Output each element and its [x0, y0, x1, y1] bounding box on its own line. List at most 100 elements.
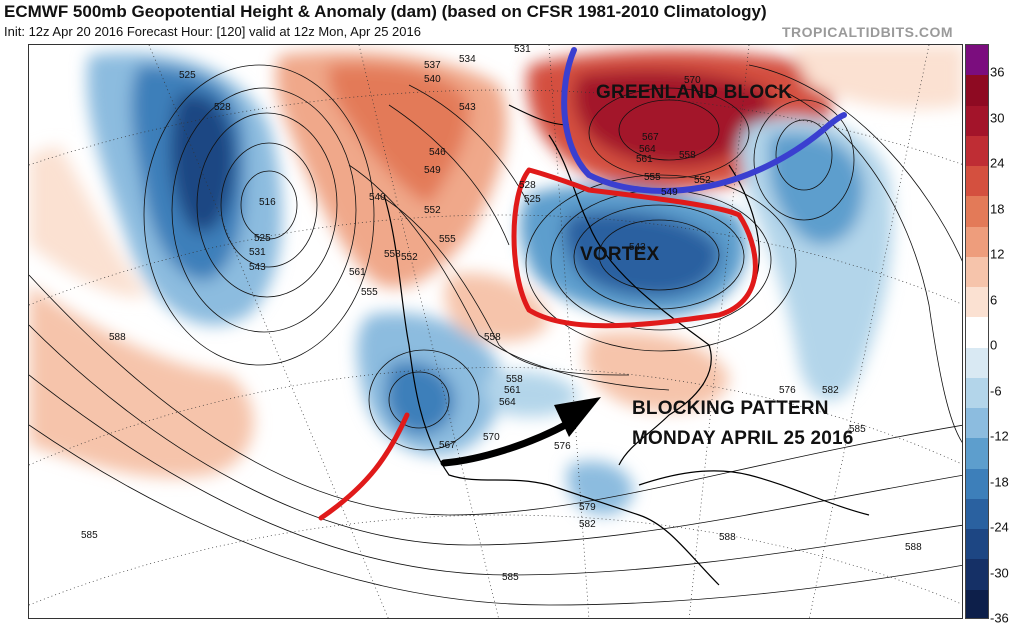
height-contour-label: 543 — [459, 102, 476, 113]
height-contour-label: 528 — [519, 180, 536, 191]
colorbar-segment — [966, 226, 988, 258]
height-contour-label: 546 — [429, 147, 446, 158]
colorbar-segment — [966, 196, 988, 228]
colorbar-tick-label: -12 — [990, 428, 1009, 444]
vortex-core — [563, 211, 720, 297]
height-contour-label: 552 — [424, 205, 441, 216]
height-contour-label: 531 — [249, 247, 266, 258]
colorbar-tick-label: 36 — [990, 64, 1005, 80]
vortex-outline — [511, 167, 758, 329]
greenland-block-outline — [561, 47, 847, 194]
colorbar-tick-label: -30 — [990, 565, 1009, 580]
height-contour-label: 585 — [502, 572, 519, 583]
southwest-low-core — [385, 361, 455, 435]
height-contour-label: 525 — [179, 70, 196, 81]
colorbar-segment — [966, 498, 988, 530]
height-contour-label: 549 — [424, 165, 441, 176]
colorbar-tick-label: 0 — [990, 337, 998, 353]
colorbar-segment — [966, 438, 988, 470]
atlantic-low-core — [769, 132, 864, 245]
anomaly-map: 525 528 516 525 531 543 537 540 534 531 543 546 549 5… — [28, 44, 963, 619]
height-contour-label: 534 — [459, 54, 476, 65]
coastlines — [383, 104, 870, 586]
colorbar-segment — [966, 468, 988, 500]
flow-arrow-shaft — [440, 419, 573, 467]
greenland-block-label: GREENLAND BLOCK — [596, 82, 793, 103]
height-contour-label: 567 — [642, 132, 659, 143]
colorbar-tick-label: -24 — [990, 519, 1009, 535]
pacific-light-warm — [29, 145, 149, 297]
colorbar-tick-label: 12 — [990, 246, 1005, 262]
height-contour-label: 555 — [439, 234, 456, 245]
height-labels: 5255285165255315435375405345315435465495… — [81, 45, 922, 583]
height-contour-label: 552 — [694, 175, 711, 186]
height-contour-label: 543 — [249, 262, 266, 273]
colorbar-tick-label: 24 — [990, 155, 1005, 171]
latlon-grid — [29, 45, 962, 618]
height-contour-label: 570 — [483, 432, 500, 443]
colorbar-tick-label: -18 — [990, 474, 1009, 489]
height-contours — [29, 64, 962, 606]
height-contour-label: 588 — [109, 332, 126, 343]
pacific-low-center — [170, 93, 235, 233]
anomaly-shading — [29, 45, 962, 515]
colorbar-segment — [966, 287, 988, 318]
height-contour-label: 549 — [661, 187, 678, 198]
colorbar-segment — [966, 166, 988, 197]
height-contour-label: 543 — [629, 242, 646, 253]
colorbar-segment — [966, 135, 988, 167]
height-contour-label: 588 — [719, 532, 736, 543]
pacific-warm-anomaly — [29, 285, 254, 478]
height-contour-label: 552 — [401, 252, 418, 263]
gulf-cool — [567, 461, 634, 515]
height-contour-label: 525 — [254, 233, 271, 244]
colorbar-segment — [966, 256, 988, 288]
colorbar-tick-label: -36 — [990, 610, 1009, 626]
height-contour-label: 561 — [349, 267, 366, 278]
height-contour-label: 555 — [361, 287, 378, 298]
vortex-label: VORTEX — [580, 244, 660, 265]
east-us-warm — [584, 331, 729, 412]
height-contour-label: 582 — [822, 385, 839, 396]
colorbar-segment — [966, 559, 988, 591]
height-contour-label: 588 — [905, 542, 922, 553]
map-canvas: 5255285165255315435375405345315435465495… — [29, 45, 962, 618]
height-contour-label: 579 — [579, 502, 596, 513]
height-contour-label: 555 — [644, 172, 661, 183]
height-contour-label: 582 — [579, 519, 596, 530]
height-contour-label: 537 — [424, 60, 441, 71]
map-title: ECMWF 500mb Geopotential Height & Anomal… — [4, 2, 767, 21]
height-contour-label: 561 — [636, 154, 653, 165]
trough-axis-marker — [318, 412, 410, 521]
height-contour-label: 570 — [684, 75, 701, 86]
colorbar-tick-label: 30 — [990, 110, 1005, 125]
colorbar-segment — [966, 408, 988, 439]
height-contour-label: 585 — [849, 424, 866, 435]
height-contour-label: 558 — [506, 374, 523, 385]
height-contour-label: 585 — [81, 530, 98, 541]
height-contour-label: 516 — [259, 197, 276, 208]
colorbar-tick-label: 6 — [990, 292, 998, 307]
height-contour-label: 531 — [514, 45, 531, 55]
height-contour-label: 525 — [524, 194, 541, 205]
height-contour-label: 558 — [679, 150, 696, 161]
height-contour-label: 567 — [439, 440, 456, 451]
height-contour-label: 564 — [639, 144, 656, 155]
colorbar-segment — [966, 589, 988, 618]
colorbar-segment — [966, 347, 988, 379]
colorbar-segment — [966, 105, 988, 137]
height-contour-label: 576 — [779, 385, 796, 396]
colorbar-tick-label: 18 — [990, 201, 1005, 216]
colorbar-segment — [966, 377, 988, 409]
source-credit: TROPICALTIDBITS.COM — [782, 24, 954, 40]
height-contour-label: 558 — [384, 249, 401, 260]
colorbar-segment — [966, 317, 988, 349]
colorbar — [965, 44, 989, 619]
height-contour-label: 576 — [554, 441, 571, 452]
flow-arrow-head — [554, 397, 601, 437]
height-contour-label: 540 — [369, 192, 386, 203]
height-contour-label: 564 — [499, 397, 516, 408]
colorbar-segment — [966, 529, 988, 560]
colorbar-segment — [966, 75, 988, 106]
colorbar-tick-label: -6 — [990, 383, 1002, 398]
